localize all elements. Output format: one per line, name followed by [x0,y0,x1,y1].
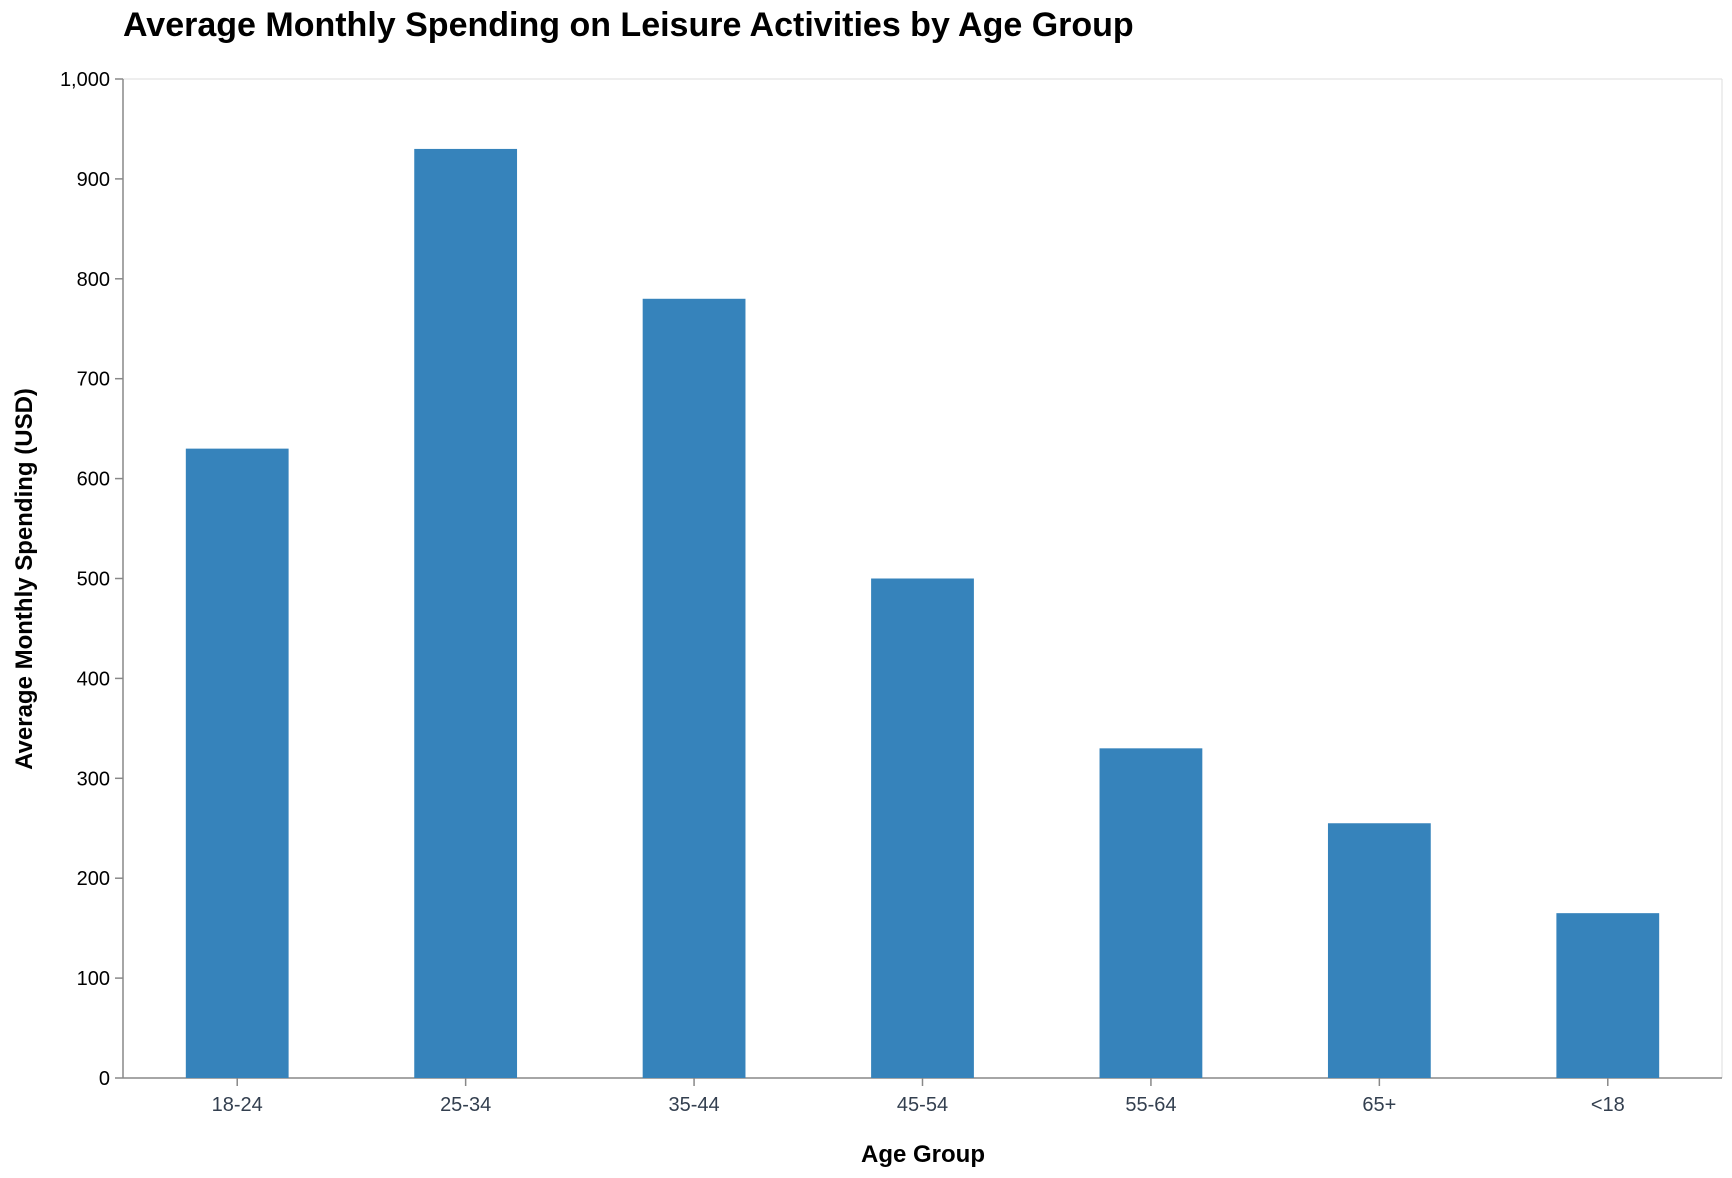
x-tick-label: 55-64 [1125,1094,1176,1116]
bar-45-54[interactable] [871,578,974,1079]
bar-18-24[interactable] [185,448,289,1078]
y-axis-title: Average Monthly Spending (USD) [11,388,38,770]
y-tick-label: 300 [77,768,110,790]
x-tick-label: 18-24 [212,1094,263,1116]
y-tick-label: 500 [77,569,110,591]
y-tick-label: 700 [77,369,110,391]
bar-25-34[interactable] [414,148,518,1078]
y-tick-label: 600 [77,469,110,491]
x-tick-label: 65+ [1362,1094,1396,1116]
bar-65plus[interactable] [1327,823,1431,1078]
x-tick-label: 45-54 [897,1094,948,1116]
y-tick-label: 200 [77,868,110,890]
y-tick-label: 900 [77,169,110,191]
bar-55-64[interactable] [1099,748,1203,1078]
y-tick-label: 400 [77,668,110,690]
x-axis-title: Age Group [861,1141,985,1168]
bar-lt18[interactable] [1556,913,1660,1078]
plot-frame [123,78,1723,1078]
y-tick-label: 800 [77,269,110,291]
x-axis: 18-24 25-34 35-44 45-54 55-64 65+ <18 [123,1077,1722,1116]
y-axis: 0 100 200 300 400 500 600 700 800 900 1,000 [60,69,124,1090]
x-tick-label: <18 [1591,1094,1625,1116]
x-tick-label: 25-34 [440,1094,491,1116]
y-tick-label: 0 [99,1068,110,1090]
x-tick-label: 35-44 [668,1094,719,1116]
bars [185,148,1660,1079]
bar-35-44[interactable] [642,298,746,1078]
y-tick-label: 100 [77,968,110,990]
y-tick-label: 1,000 [60,69,110,91]
chart-title: Average Monthly Spending on Leisure Acti… [123,6,1134,44]
